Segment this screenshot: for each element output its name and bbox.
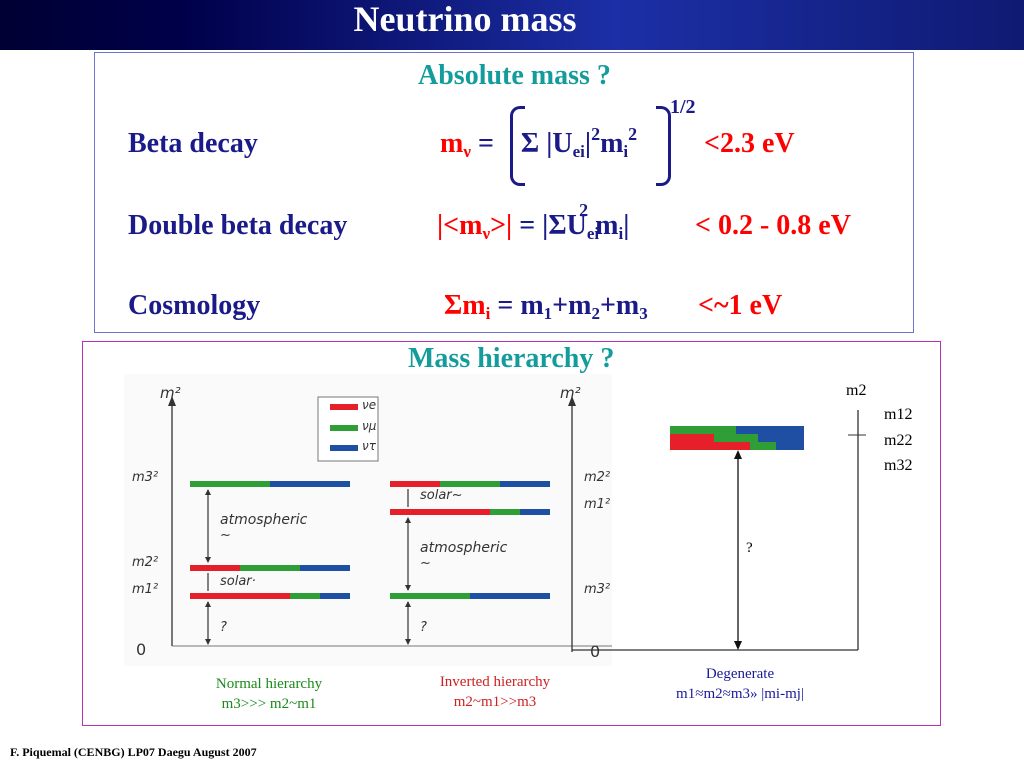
formula-sq1: 2 — [591, 124, 601, 144]
legend-swatch-nutau — [330, 445, 358, 451]
formula-3: 3 — [639, 304, 648, 323]
normal-m3-bar — [190, 481, 350, 487]
cosmology-limit: <~1 eV — [698, 290, 783, 321]
formula-U: |U — [546, 128, 573, 159]
inverted-caption-relation: m2~m1>>m3 — [453, 694, 537, 710]
degenerate-question: ? — [746, 540, 753, 556]
degenerate-m2-label: m22 — [884, 432, 913, 449]
formula-m2: +m — [552, 290, 592, 321]
normal-caption: Normal hierarchy — [215, 676, 323, 692]
formula-nu: ν — [463, 142, 471, 161]
normal-m2-bar — [190, 565, 350, 571]
degenerate-caption-relation: m1≈m2≈m3» |mi-mj| — [676, 686, 804, 702]
inverted-m2-label: m2² — [584, 470, 611, 485]
inverted-m3-label: m3² — [584, 582, 611, 597]
mass-hierarchy-box — [82, 341, 941, 726]
legend-numu: νμ — [362, 419, 377, 433]
formula-close: >| — [490, 210, 513, 241]
inverted-solar-label: solar~ — [420, 488, 463, 503]
slide-title: Neutrino mass — [353, 0, 577, 39]
formula-sq2: 2 — [628, 124, 638, 144]
inverted-m2-bar — [390, 481, 550, 487]
formula-nu: ν — [482, 224, 491, 243]
double-beta-label: Double beta decay — [128, 210, 348, 241]
formula-ei: ei — [586, 224, 600, 243]
formula-m1: m — [520, 290, 544, 321]
absolute-mass-heading: Absolute mass ? — [418, 60, 611, 91]
degenerate-m1-label: m12 — [884, 406, 913, 423]
normal-m1-bar — [190, 593, 350, 599]
degenerate-axis-label: m2 — [846, 382, 867, 399]
formula-mi: m — [600, 128, 624, 159]
formula-m3: +m — [599, 290, 640, 321]
formula-eq: = — [497, 290, 514, 321]
formula-rhs: |ΣU — [542, 210, 587, 241]
formula-lhs: |<m — [437, 210, 483, 241]
legend-swatch-nue — [330, 404, 358, 410]
legend-swatch-numu — [330, 425, 358, 431]
title-bar: Neutrino mass — [0, 0, 1024, 50]
inverted-m1-label: m1² — [584, 497, 611, 512]
mass-hierarchy-heading: Mass hierarchy ? — [408, 343, 615, 374]
inverted-atmospheric-tilde: ~ — [420, 556, 431, 571]
cosmology-label: Cosmology — [128, 290, 261, 321]
normal-m2-label: m2² — [132, 555, 159, 570]
inverted-question: ? — [420, 620, 427, 635]
formula-m: m — [440, 128, 464, 159]
normal-m1-label: m1² — [132, 582, 159, 597]
formula-i: i — [623, 142, 629, 161]
formula-sigma: Σ — [520, 128, 540, 159]
formula-ei: ei — [572, 142, 585, 161]
cosmology-formula: Σmi = m1+m2+m3 — [444, 290, 648, 323]
inverted-axis-arrow-icon — [568, 396, 576, 406]
formula-eq: = — [477, 128, 494, 159]
formula-bar: | — [623, 210, 630, 241]
absolute-mass-box — [94, 52, 914, 333]
power-half: 1/2 — [670, 96, 696, 118]
inverted-atmospheric-label: atmospheric — [420, 540, 508, 556]
formula-m: m — [595, 210, 619, 241]
normal-m3-label: m3² — [132, 470, 159, 485]
legend-nutau: ντ — [362, 439, 376, 453]
formula-2: 2 — [591, 304, 600, 323]
legend-nue: νe — [362, 398, 377, 412]
inverted-m3-bar — [390, 593, 550, 599]
normal-zero: 0 — [136, 640, 147, 659]
degenerate-m3-label: m32 — [884, 457, 913, 474]
double-beta-limit: < 0.2 - 0.8 eV — [695, 210, 851, 241]
formula-sq: 2 — [579, 200, 589, 220]
inverted-caption: Inverted hierarchy — [439, 674, 551, 690]
double-beta-formula: |<mν>| = |ΣUei 2 mi| — [437, 200, 630, 243]
formula-eq: = — [519, 210, 536, 241]
right-bracket — [656, 106, 671, 186]
normal-caption-relation: m3>>> m2~m1 — [221, 696, 317, 712]
degenerate-caption: Degenerate — [705, 666, 775, 682]
formula-i: i — [485, 304, 491, 323]
normal-question: ? — [220, 620, 227, 635]
footer-credit: F. Piquemal (CENBG) LP07 Daegu August 20… — [10, 745, 257, 759]
formula-i: i — [618, 224, 624, 243]
formula-bar: | — [584, 128, 592, 159]
inverted-m1-bar — [390, 509, 550, 515]
normal-axis-label: m² — [160, 384, 181, 402]
beta-limit: <2.3 eV — [704, 128, 795, 159]
formula-1: 1 — [543, 304, 553, 323]
left-bracket — [510, 106, 525, 186]
normal-atmospheric-tilde: ~ — [220, 528, 231, 543]
degenerate-bars — [670, 426, 804, 450]
beta-decay-formula: mν = Σ |Uei|2mi2 — [440, 124, 637, 161]
normal-solar-label: solar· — [220, 574, 256, 589]
normal-axis-arrow-icon — [168, 396, 176, 406]
formula-sigma-m: Σm — [444, 290, 486, 321]
normal-atmospheric-label: atmospheric — [220, 512, 308, 528]
inverted-axis-label: m² — [560, 384, 581, 402]
beta-decay-label: Beta decay — [128, 128, 258, 159]
inverted-zero: 0 — [590, 642, 601, 661]
